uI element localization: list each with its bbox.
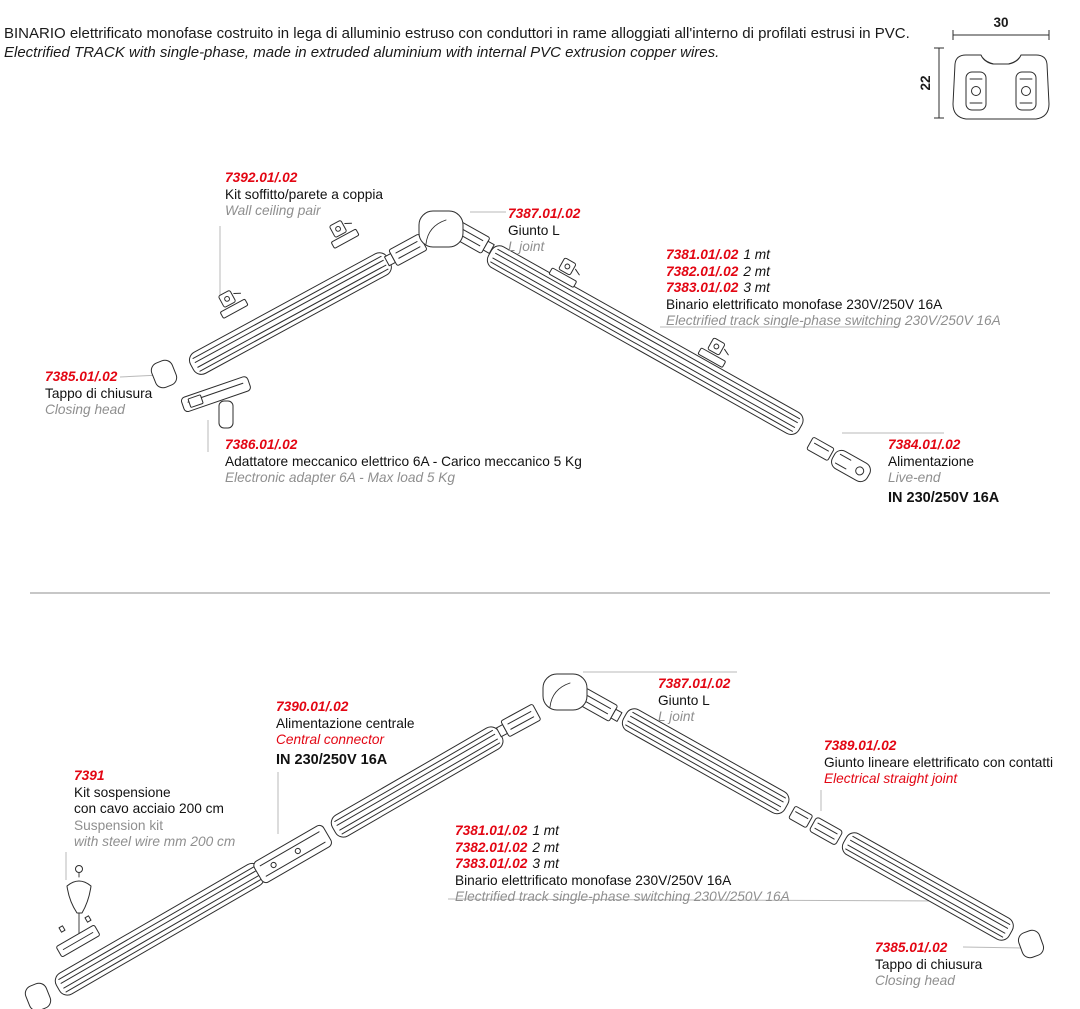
label-english: Closing head — [45, 402, 125, 417]
product-code: 7389.01/.02 — [824, 738, 897, 753]
label-italian: Tappo di chiusura — [45, 385, 153, 401]
label-english: Electrified track single-phase switching… — [666, 313, 1001, 328]
voltage-rating: IN 230/250V 16A — [276, 751, 388, 768]
label-track-bottom: 7381.01/.02 1 mt 7382.01/.02 2 mt 7383.01/… — [455, 823, 790, 906]
label-italian: Binario elettrificato monofase 230V/250V… — [666, 296, 943, 312]
page-header: BINARIO elettrificato monofase costruito… — [4, 24, 910, 62]
straight-joint-drawing — [788, 806, 843, 845]
adapter-drawing — [180, 376, 251, 429]
label-english: Electronic adapter 6A - Max load 5 Kg — [225, 470, 456, 485]
label-english: Central connector — [276, 732, 385, 747]
track-segment-drawing — [841, 832, 1014, 941]
bottom-diagram-drawing — [24, 671, 1045, 1009]
label-italian: Adattatore meccanico elettrico 6A - Cari… — [225, 453, 582, 469]
product-code: 7385.01/.02 — [45, 369, 118, 384]
closing-head-drawing — [24, 982, 52, 1009]
label-english: Electrical straight joint — [824, 771, 958, 786]
product-code: 7390.01/.02 — [276, 699, 349, 714]
label-closing-head-top: 7385.01/.02 Tappo di chiusura Closing he… — [45, 369, 152, 419]
track-segment-drawing — [486, 245, 804, 435]
label-english: Suspension kit — [74, 817, 164, 833]
ceiling-clip-icon — [218, 290, 249, 319]
header-line-english: Electrified TRACK with single-phase, mad… — [4, 44, 720, 61]
ceiling-clip-icon — [548, 257, 580, 288]
label-straight-joint: 7389.01/.02 Giunto lineare elettrificato… — [824, 738, 1053, 788]
label-italian: con cavo acciaio 200 cm — [74, 801, 224, 816]
track-code-row: 7382.01/.02 2 mt — [666, 263, 770, 279]
label-italian: Tappo di chiusura — [875, 956, 983, 972]
cross-section-drawing: 30 22 — [918, 15, 1050, 120]
product-code: 7384.01/.02 — [888, 437, 961, 452]
label-english: Live-end — [888, 470, 941, 485]
closing-head-drawing — [150, 359, 178, 389]
l-joint-drawing — [495, 673, 623, 738]
label-live-end: 7384.01/.02 Alimentazione Live-end IN 23… — [888, 437, 999, 506]
label-italian: Binario elettrificato monofase 230V/250V… — [455, 872, 732, 888]
label-suspension-kit: 7391 Kit sospensione con cavo acciaio 20… — [74, 768, 235, 851]
header-line-italian: BINARIO elettrificato monofase costruito… — [4, 25, 910, 42]
product-code: 7391 — [74, 768, 105, 783]
label-english: L joint — [508, 239, 545, 254]
closing-head-drawing — [1017, 929, 1045, 959]
product-code: 7385.01/.02 — [875, 940, 948, 955]
label-english: Wall ceiling pair — [225, 203, 321, 218]
suspension-kit-drawing — [56, 865, 100, 957]
label-italian: Giunto L — [658, 692, 710, 708]
dimension-height: 22 — [918, 75, 933, 90]
label-italian: Kit soffitto/parete a coppia — [225, 186, 384, 202]
track-segment-drawing — [188, 252, 392, 375]
label-italian: Alimentazione — [888, 453, 974, 469]
track-code-row: 7383.01/.02 3 mt — [455, 856, 559, 871]
label-adapter: 7386.01/.02 Adattatore meccanico elettri… — [225, 437, 582, 487]
live-end-drawing — [806, 437, 871, 483]
dimension-width: 30 — [993, 15, 1008, 30]
label-l-joint-bottom: 7387.01/.02 Giunto L L joint — [658, 676, 730, 726]
top-diagram-drawing — [119, 210, 944, 483]
label-english: with steel wire mm 200 cm — [74, 834, 236, 849]
ceiling-clip-icon — [697, 337, 729, 368]
track-segment-drawing — [621, 708, 790, 815]
label-central-connector: 7390.01/.02 Alimentazione centrale Centr… — [276, 699, 414, 768]
label-english: Closing head — [875, 973, 955, 988]
label-closing-head-bottom: 7385.01/.02 Tappo di chiusura Closing he… — [875, 940, 982, 990]
product-code: 7387.01/.02 — [658, 676, 731, 691]
track-segment-drawing — [54, 862, 265, 996]
ceiling-clip-icon — [329, 220, 360, 249]
product-code: 7392.01/.02 — [225, 170, 298, 185]
track-code-row: 7381.01/.02 1 mt — [455, 823, 559, 838]
label-italian: Giunto L — [508, 222, 560, 238]
label-english: Electrified track single-phase switching… — [455, 889, 790, 904]
product-code: 7387.01/.02 — [508, 206, 581, 221]
label-italian: Giunto lineare elettrificato con contatt… — [824, 754, 1054, 770]
label-italian: Kit sospensione — [74, 784, 171, 800]
label-english: L joint — [658, 709, 695, 724]
product-code: 7386.01/.02 — [225, 437, 298, 452]
label-italian: Alimentazione centrale — [276, 715, 415, 731]
central-connector-drawing — [253, 824, 332, 884]
label-kit-ceiling: 7392.01/.02 Kit soffitto/parete a coppia… — [225, 170, 383, 220]
track-code-row: 7383.01/.02 3 mt — [666, 280, 770, 295]
label-l-joint-top: 7387.01/.02 Giunto L L joint — [508, 206, 580, 256]
track-code-row: 7382.01/.02 2 mt — [455, 839, 559, 855]
label-track-top: 7381.01/.02 1 mt 7382.01/.02 2 mt 7383.01/… — [666, 247, 1001, 330]
track-code-row: 7381.01/.02 1 mt — [666, 247, 770, 262]
l-joint-drawing — [383, 210, 495, 267]
voltage-rating: IN 230/250V 16A — [888, 489, 1000, 506]
